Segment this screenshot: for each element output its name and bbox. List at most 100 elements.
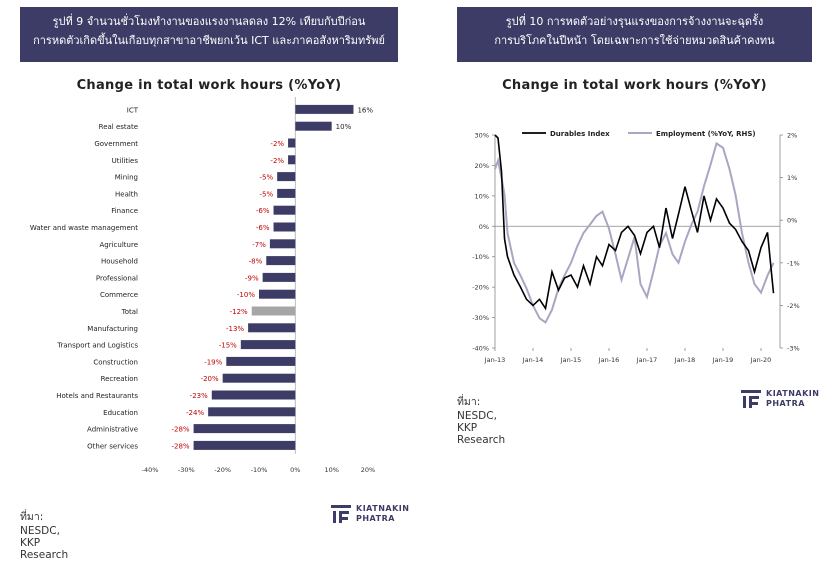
employment-line: [494, 141, 775, 324]
data-label: -12%: [230, 308, 248, 316]
data-label: -24%: [186, 409, 204, 417]
data-label: -10%: [237, 291, 255, 299]
bar: [295, 121, 332, 131]
data-label: -20%: [201, 375, 219, 383]
right-tick-label: -1%: [787, 259, 800, 267]
data-label: -19%: [204, 358, 222, 366]
x-tick-label: -20%: [214, 466, 231, 474]
x-tick-label: 10%: [324, 466, 338, 474]
data-label: -28%: [172, 426, 190, 434]
bar: [222, 373, 296, 383]
data-label: -7%: [252, 241, 266, 249]
bar: [295, 104, 354, 114]
left-tick-label: -30%: [472, 314, 489, 322]
durables-line: [494, 134, 775, 311]
bar: [288, 155, 296, 165]
right-banner: รูปที่ 10 การหดตัวอย่างรุนแรงของการจ้างง…: [457, 7, 812, 62]
right-tick-label: 0%: [787, 217, 797, 225]
data-label: -2%: [270, 157, 284, 165]
legend-durables-label: Durables Index: [550, 130, 610, 138]
data-label: 10%: [336, 123, 352, 131]
data-label: -2%: [270, 140, 284, 148]
right-tick-label: 1%: [787, 174, 797, 182]
work-hours-bar-chart: ICT 16% Real estate 10% Government -2% Utiliti…: [30, 97, 375, 474]
category-label: Health: [115, 190, 138, 198]
x-tick-label: 0%: [290, 466, 300, 474]
right-logo: KIATNAKIN PHATRA: [740, 388, 830, 412]
bar: [193, 440, 296, 450]
category-label: Recreation: [101, 375, 138, 383]
x-tick-label: Jan-15: [560, 356, 582, 364]
data-label: -23%: [190, 392, 208, 400]
category-label: Utilities: [112, 157, 139, 165]
category-label: Water and waste management: [30, 224, 138, 232]
category-label: Agriculture: [100, 241, 139, 249]
data-label: -15%: [219, 342, 237, 350]
left-tick-label: -40%: [472, 345, 489, 353]
x-tick-label: Jan-16: [598, 356, 620, 364]
right-tick-label: -2%: [787, 302, 800, 310]
kkp-logo-icon: [331, 505, 351, 523]
category-label: Administrative: [87, 426, 138, 434]
left-banner: รูปที่ 9 จำนวนชั่วโมงทำงานของแรงงานลดลง …: [20, 7, 398, 62]
right-source: ที่มา: NESDC, KKP Research: [457, 396, 506, 446]
left-source: ที่มา: NESDC, KKP Research: [20, 511, 69, 561]
left-tick-label: -20%: [472, 284, 489, 292]
category-label: Household: [101, 258, 138, 266]
right-chart-title: Change in total work hours (%YoY): [502, 78, 767, 93]
category-label: Construction: [93, 358, 138, 366]
right-logo-line2: PHATRA: [766, 399, 805, 408]
bar: [288, 138, 296, 148]
category-label: Transport and Logistics: [56, 342, 138, 350]
x-tick-label: Jan-13: [484, 356, 506, 364]
category-label: Total: [121, 308, 138, 316]
data-label: -6%: [256, 207, 270, 215]
bar: [273, 205, 296, 215]
durables-employment-line-chart: 30% 20% 10% 0% -10% -20% -30% -40% 2% 1% 0% -1% -2% -…: [472, 130, 800, 364]
category-label: ICT: [127, 106, 139, 114]
category-label: Hotels and Restaurants: [56, 392, 138, 400]
bar: [273, 222, 296, 232]
left-banner-line1: รูปที่ 9 จำนวนชั่วโมงทำงานของแรงงานลดลง …: [52, 15, 366, 28]
x-tick-label: -10%: [251, 466, 268, 474]
bar: [277, 188, 296, 198]
x-tick-label: Jan-20: [750, 356, 772, 364]
bar: [248, 323, 296, 333]
data-label: -13%: [226, 325, 244, 333]
bar: [259, 289, 296, 299]
left-logo-line1: KIATNAKIN: [356, 504, 410, 513]
right-tick-label: -3%: [787, 345, 800, 353]
category-label: Other services: [87, 442, 138, 450]
x-tick-label: -40%: [142, 466, 159, 474]
kkp-logo-icon: [741, 390, 761, 408]
category-label: Education: [103, 409, 138, 417]
category-label: Government: [94, 140, 138, 148]
data-label: -8%: [249, 258, 263, 266]
left-tick-label: 30%: [475, 132, 489, 140]
data-label: -5%: [260, 190, 274, 198]
bar: [208, 407, 296, 417]
left-logo-line2: PHATRA: [356, 514, 395, 523]
bar: [277, 172, 296, 182]
x-tick-label: -30%: [178, 466, 195, 474]
data-label: -6%: [256, 224, 270, 232]
x-tick-label: Jan-17: [636, 356, 658, 364]
category-label: Mining: [115, 174, 138, 182]
right-banner-line2: การบริโภคในปีหน้า โดยเฉพาะการใช้จ่ายหมวด…: [494, 34, 775, 47]
x-tick-label: Jan-19: [712, 356, 734, 364]
data-label: 16%: [357, 106, 373, 114]
bar: [251, 306, 296, 316]
x-tick-label: 20%: [361, 466, 375, 474]
left-chart-title: Change in total work hours (%YoY): [76, 78, 342, 93]
left-tick-label: 10%: [475, 192, 489, 200]
x-tick-label: Jan-18: [674, 356, 696, 364]
right-logo-line1: KIATNAKIN: [766, 389, 820, 398]
bar: [193, 424, 296, 434]
left-tick-label: 20%: [475, 162, 489, 170]
left-banner-line2: การหดตัวเกิดขึ้นในเกือบทุกสาขาอาชีพยกเว้…: [33, 34, 385, 47]
category-label: Finance: [111, 207, 138, 215]
data-label: -28%: [172, 442, 190, 450]
category-label: Manufacturing: [87, 325, 138, 333]
category-label: Real estate: [99, 123, 138, 131]
right-banner-line1: รูปที่ 10 การหดตัวอย่างรุนแรงของการจ้างง…: [505, 15, 764, 28]
